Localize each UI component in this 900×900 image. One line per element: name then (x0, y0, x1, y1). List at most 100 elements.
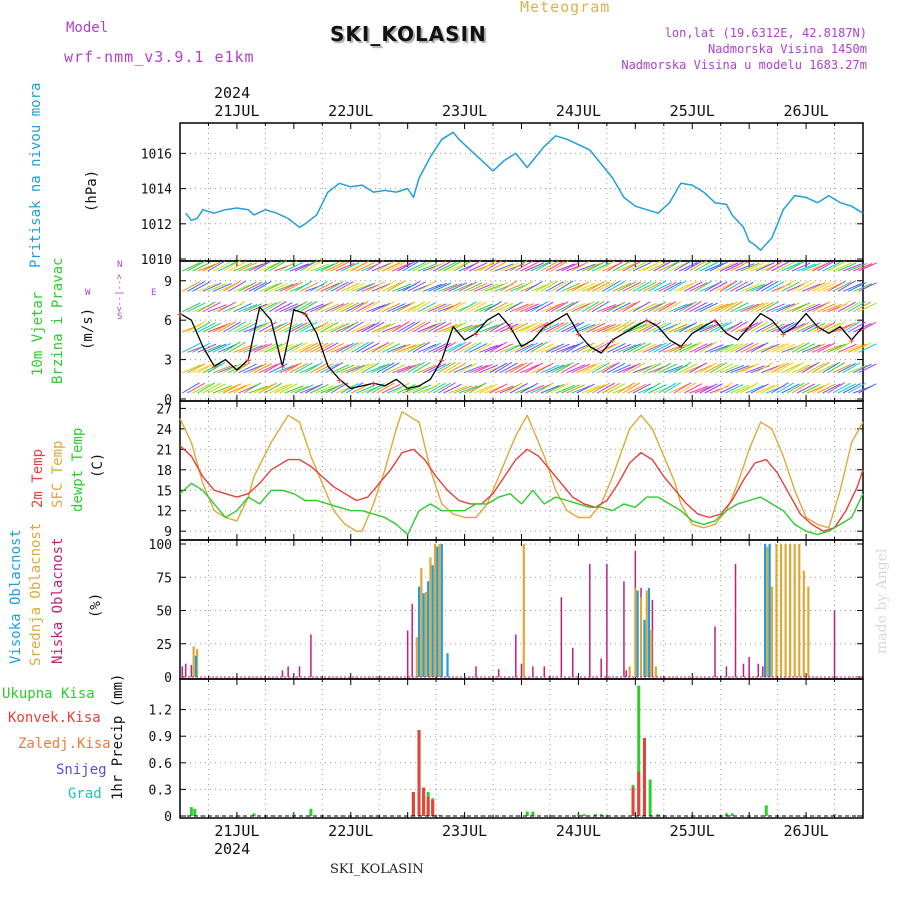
wind-barb (182, 364, 201, 374)
wind-barb (458, 324, 478, 333)
wind-barb (304, 361, 323, 374)
wind-barb (632, 365, 652, 374)
cloud-bar-mid_cloud (766, 546, 769, 677)
wind-barb (438, 261, 457, 272)
wind-barb (258, 262, 278, 272)
wind-barb (294, 322, 313, 333)
wind-barb (714, 363, 734, 374)
wind-barb (243, 281, 262, 292)
wind-barb (509, 362, 528, 374)
wind-gust-mark: + (473, 329, 479, 340)
wind-barb (335, 342, 355, 353)
wind-barb (438, 324, 458, 333)
wind-barb (197, 283, 217, 292)
wind-barb (596, 281, 616, 292)
wind-barb (597, 323, 616, 333)
wind-barb (366, 260, 385, 272)
wind-barb (361, 342, 380, 353)
wind-barb (586, 342, 605, 353)
wind-barb (274, 302, 293, 313)
wind-barb (381, 262, 401, 272)
wind-barb (427, 282, 447, 292)
wind-barb (648, 301, 667, 313)
wind-barb (791, 280, 810, 292)
wind-barb (791, 382, 810, 394)
wind-barb (653, 342, 672, 353)
cloud-bar-low_cloud (310, 634, 312, 677)
wind-barb (591, 382, 610, 394)
wind-barb (745, 262, 765, 272)
wind-barb (622, 281, 641, 292)
wind-barb (202, 363, 221, 374)
model-name: wrf-nmm_v3.9.1 e1km (64, 48, 255, 66)
wind-barb (817, 303, 836, 313)
wind-barb (678, 261, 698, 272)
wind-barb (325, 383, 344, 394)
wind-barb (433, 382, 451, 394)
cloud-bar-low_cloud (606, 563, 608, 677)
wind-barb (653, 302, 672, 313)
wind-barb (704, 303, 724, 313)
wind-barb (238, 262, 258, 272)
wind-speed-line (179, 306, 864, 390)
wind-gust-mark: + (371, 379, 377, 390)
wind-barb (853, 342, 872, 353)
wind-barb (689, 323, 708, 333)
cloud-bar-low_cloud (725, 666, 728, 677)
wind-barb (607, 280, 626, 292)
cloud-bar-low_cloud (475, 666, 477, 677)
wind-barb (299, 282, 319, 292)
wind-barb (463, 342, 482, 353)
wind-barb (207, 324, 227, 333)
wind-barb (622, 261, 641, 272)
wind-barb (617, 321, 636, 333)
wind-barb (801, 383, 821, 394)
wind-barb (463, 282, 483, 292)
precip-bar-total_precip (193, 808, 197, 816)
wind-barb (248, 363, 267, 374)
wind-barb (351, 323, 370, 333)
wind-barb (586, 363, 606, 374)
wind-barb (212, 385, 232, 394)
wind-barb (673, 282, 693, 292)
wind-barb (550, 321, 569, 333)
wind-barb (781, 383, 800, 394)
wind-barb (212, 283, 232, 292)
wind-barb (320, 321, 339, 333)
wind-barb (725, 364, 745, 374)
wind-barb (448, 282, 467, 292)
wind-barb (515, 303, 534, 313)
wind-barb (202, 301, 221, 313)
wind-barb (586, 384, 606, 394)
wind-barb (376, 322, 396, 333)
wind-barb (776, 280, 794, 292)
wind-barb (468, 282, 488, 292)
wind-barb (253, 321, 272, 333)
precip-legend-total: Ukupna Kisa (2, 686, 95, 702)
wind-barb (853, 301, 872, 313)
wind-barb (284, 342, 303, 353)
wind-barb (335, 302, 354, 313)
wind-barb (392, 321, 410, 333)
wind-barb (202, 261, 221, 272)
wind-barb (760, 364, 780, 374)
wind-barb (678, 363, 698, 374)
wind-barb (315, 384, 335, 394)
cloud-bar-mid_cloud (415, 637, 418, 677)
wind-barb (228, 341, 246, 353)
wind-barb (294, 301, 313, 313)
wind-barb (443, 283, 463, 292)
cloud-bar-mid_cloud (770, 586, 774, 677)
wind-barb (258, 321, 277, 333)
wind-barb (207, 361, 226, 374)
wind-barb (212, 342, 232, 353)
cloud-bar-mid_cloud (628, 666, 631, 677)
wind-barb (714, 282, 734, 292)
wind-barb (371, 323, 391, 333)
wind-barb (714, 343, 734, 353)
wind-barb (433, 362, 452, 374)
cloud-bar-low_cloud (833, 610, 836, 677)
precip-legend-conv: Konvek.Kisa (8, 710, 101, 726)
wind-barb (648, 261, 667, 272)
wind-barb (658, 301, 677, 313)
